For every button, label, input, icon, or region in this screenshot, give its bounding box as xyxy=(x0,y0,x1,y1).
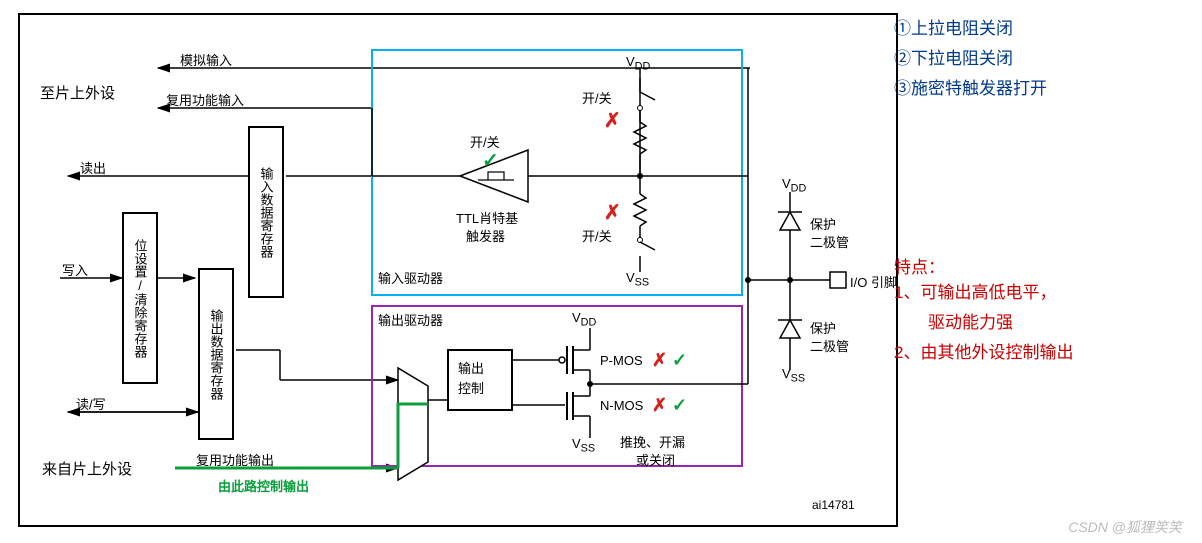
label-iopin: I/O 引脚 xyxy=(850,272,897,291)
label-onoff2: 开/关 xyxy=(582,88,612,107)
mark-check2: ✓ xyxy=(672,350,687,371)
label-nmos: N-MOS xyxy=(600,398,643,413)
annot-1: ①上拉电阻关闭 xyxy=(894,14,1174,44)
mark-cross2: ✗ xyxy=(604,200,621,225)
label-diode1a: 保护 xyxy=(810,214,836,233)
label-diode2b: 二极管 xyxy=(810,336,849,355)
label-pushpull1: 推挽、开漏 xyxy=(620,432,685,451)
annotation-block: ①上拉电阻关闭 ②下拉电阻关闭 ③施密特触发器打开 xyxy=(894,14,1174,104)
mark-cross1: ✗ xyxy=(604,108,621,133)
label-green-note: 由此路控制输出 xyxy=(218,476,309,495)
label-outctrl2: 控制 xyxy=(458,378,484,397)
label-code: ai14781 xyxy=(812,498,855,512)
label-in-driver: 输入驱动器 xyxy=(378,268,443,287)
feature-block: 特点： 1、可输出高低电平， 驱动能力强 2、由其他外设控制输出 xyxy=(894,238,1174,368)
feat-2: 2、由其他外设控制输出 xyxy=(894,338,1174,368)
label-pushpull2: 或关闭 xyxy=(636,450,675,469)
label-vdd3: VDD xyxy=(782,176,806,195)
label-vdd2: VDD xyxy=(572,310,596,329)
label-to-onchip: 至片上外设 xyxy=(40,82,115,103)
mark-cross3: ✗ xyxy=(652,350,667,371)
label-alt-out: 复用功能输出 xyxy=(196,450,274,469)
label-vss3: VSS xyxy=(782,366,805,385)
label-diode1b: 二极管 xyxy=(810,232,849,251)
annot-2: ②下拉电阻关闭 xyxy=(894,44,1174,74)
mark-check1: ✓ xyxy=(482,148,499,173)
label-alt-in: 复用功能输入 xyxy=(166,90,244,109)
label-analog-in: 模拟输入 xyxy=(180,50,232,69)
feat-1: 1、可输出高低电平， xyxy=(894,278,1174,308)
label-schmitt1: TTL肖特基 xyxy=(456,208,518,227)
watermark: CSDN @狐狸笑笑 xyxy=(1068,517,1182,537)
label-from-onchip: 来自片上外设 xyxy=(42,458,132,479)
annot-3: ③施密特触发器打开 xyxy=(894,74,1174,104)
label-vss1: VSS xyxy=(626,270,649,289)
mark-cross4: ✗ xyxy=(652,395,667,416)
label-schmitt2: 触发器 xyxy=(466,226,505,245)
label-outctrl1: 输出 xyxy=(458,358,484,377)
box-bitset: 位设置/清除寄存器 xyxy=(122,212,158,384)
label-out-driver: 输出驱动器 xyxy=(378,310,443,329)
label-pmos: P-MOS xyxy=(600,353,643,368)
label-read1: 读出 xyxy=(80,158,106,177)
label-vdd1: VDD xyxy=(626,54,650,73)
feat-title: 特点： xyxy=(894,253,1174,278)
label-readwrite: 读/写 xyxy=(76,394,106,413)
box-indata: 输入数据寄存器 xyxy=(248,126,284,298)
mark-check3: ✓ xyxy=(672,395,687,416)
box-outdata: 输出数据寄存器 xyxy=(198,268,234,440)
feat-1b: 驱动能力强 xyxy=(894,308,1174,338)
label-onoff3: 开/关 xyxy=(582,226,612,245)
label-write: 写入 xyxy=(62,260,88,279)
label-vss2: VSS xyxy=(572,436,595,455)
label-diode2a: 保护 xyxy=(810,318,836,337)
